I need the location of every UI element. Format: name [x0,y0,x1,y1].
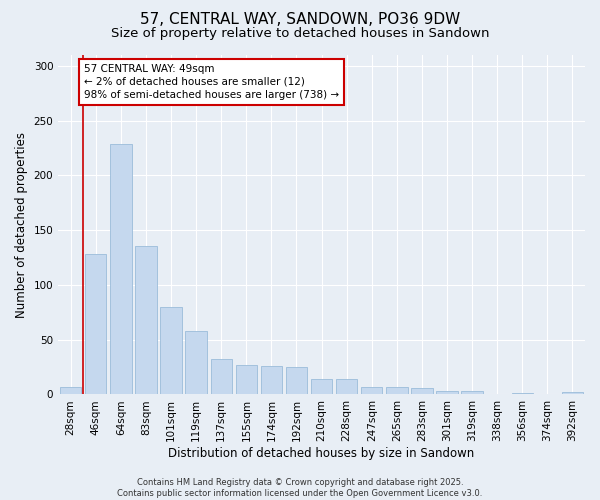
Y-axis label: Number of detached properties: Number of detached properties [15,132,28,318]
Text: 57, CENTRAL WAY, SANDOWN, PO36 9DW: 57, CENTRAL WAY, SANDOWN, PO36 9DW [140,12,460,28]
Bar [160,307,182,394]
Bar [60,387,82,394]
Bar [562,392,583,394]
Bar [411,388,433,394]
Bar [386,387,407,394]
Bar [436,391,458,394]
Bar [185,331,207,394]
Bar [136,246,157,394]
Text: 57 CENTRAL WAY: 49sqm
← 2% of detached houses are smaller (12)
98% of semi-detac: 57 CENTRAL WAY: 49sqm ← 2% of detached h… [84,64,339,100]
Bar [110,144,131,394]
Bar [311,379,332,394]
X-axis label: Distribution of detached houses by size in Sandown: Distribution of detached houses by size … [169,447,475,460]
Text: Size of property relative to detached houses in Sandown: Size of property relative to detached ho… [111,28,489,40]
Bar [286,367,307,394]
Text: Contains HM Land Registry data © Crown copyright and database right 2025.
Contai: Contains HM Land Registry data © Crown c… [118,478,482,498]
Bar [336,379,358,394]
Bar [211,360,232,394]
Bar [236,365,257,394]
Bar [461,391,483,394]
Bar [85,254,106,394]
Bar [361,387,382,394]
Bar [261,366,282,394]
